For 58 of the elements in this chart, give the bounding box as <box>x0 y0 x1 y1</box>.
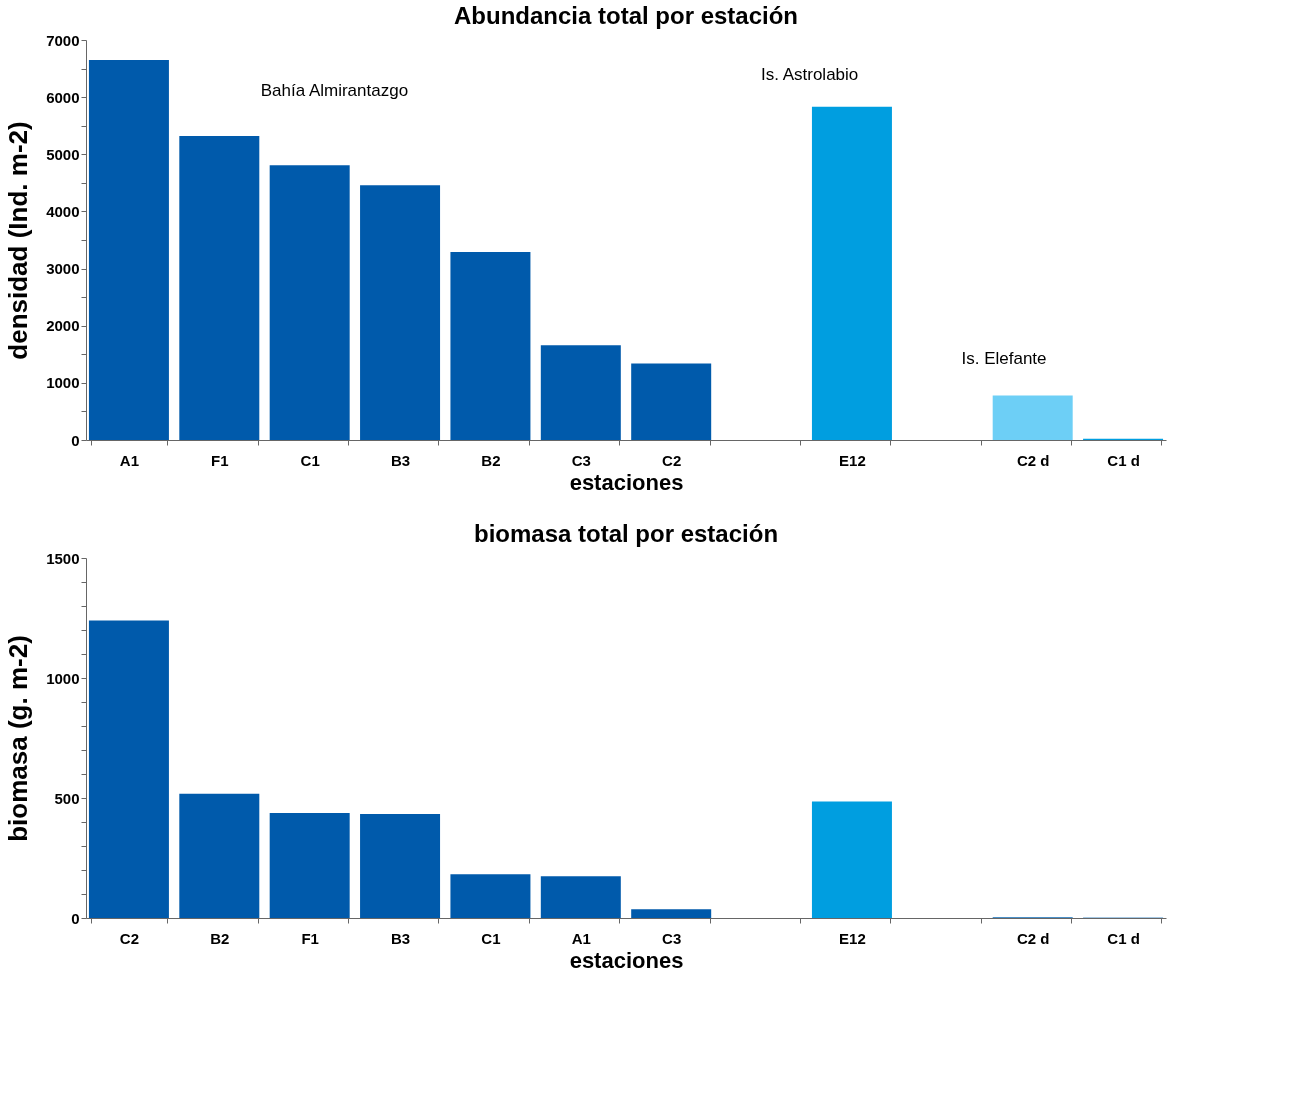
x-tick-label: C3 <box>571 451 591 469</box>
x-tick-label: C2 d <box>1016 451 1050 469</box>
x-tick-label: C1 d <box>1107 929 1140 947</box>
chart-title: Abundancia total por estación <box>453 2 799 29</box>
x-tick-label: C2 <box>119 929 140 947</box>
y-tick-label: 500 <box>54 789 80 807</box>
y-tick-label: 1500 <box>46 549 80 567</box>
x-tick-label: B3 <box>390 929 411 947</box>
bar <box>179 793 260 918</box>
bar <box>269 165 350 440</box>
x-axis-title: estaciones <box>569 947 684 973</box>
bar <box>360 814 441 918</box>
x-tick-label: E12 <box>839 929 866 947</box>
bar <box>88 620 169 918</box>
y-tick-label: 6000 <box>46 88 80 106</box>
x-tick-label: C2 d <box>1016 929 1050 947</box>
y-tick-label: 1000 <box>46 669 80 687</box>
bar <box>269 813 350 918</box>
y-tick-label: 3000 <box>46 260 80 278</box>
bar <box>450 874 531 918</box>
y-tick-label: 0 <box>71 909 80 927</box>
x-tick-label: C1 <box>300 451 320 469</box>
y-axis-title: densidad (Ind. m-2) <box>3 121 34 360</box>
annotation: Is. Astrolabio <box>760 65 859 84</box>
x-tick-label: B3 <box>390 451 411 469</box>
x-tick-label: C1 <box>481 929 501 947</box>
y-tick-label: 7000 <box>46 31 80 49</box>
x-tick-label: F1 <box>211 451 229 469</box>
bar <box>360 185 441 440</box>
bar <box>450 252 531 440</box>
y-tick-label: 2000 <box>46 317 80 335</box>
bar <box>540 345 621 440</box>
y-tick-label: 5000 <box>46 145 80 163</box>
x-tick-label: C3 <box>662 929 682 947</box>
bar <box>631 909 712 918</box>
bar <box>88 60 169 440</box>
bar <box>811 801 892 918</box>
bar <box>179 136 260 440</box>
x-tick-label: A1 <box>571 929 591 947</box>
x-tick-label: A1 <box>119 451 140 469</box>
x-tick-label: F1 <box>301 929 319 947</box>
annotation: Bahía Almirantazgo <box>260 81 409 100</box>
x-tick-label: B2 <box>481 451 501 469</box>
annotation: Is. Elefante <box>961 349 1047 368</box>
x-tick-label: C1 d <box>1107 451 1140 469</box>
y-tick-label: 1000 <box>46 374 80 392</box>
chart-title: biomasa total por estación <box>473 520 779 547</box>
y-tick-label: 0 <box>71 431 80 449</box>
y-axis-title: biomasa (g. m-2) <box>3 635 34 842</box>
bar <box>811 106 892 440</box>
bar <box>540 876 621 918</box>
x-tick-label: E12 <box>839 451 866 469</box>
x-tick-label: C2 <box>662 451 682 469</box>
y-tick-label: 4000 <box>46 202 80 220</box>
x-tick-label: B2 <box>210 929 230 947</box>
bar <box>631 363 712 440</box>
bar <box>992 395 1073 440</box>
x-axis-title: estaciones <box>569 469 684 495</box>
